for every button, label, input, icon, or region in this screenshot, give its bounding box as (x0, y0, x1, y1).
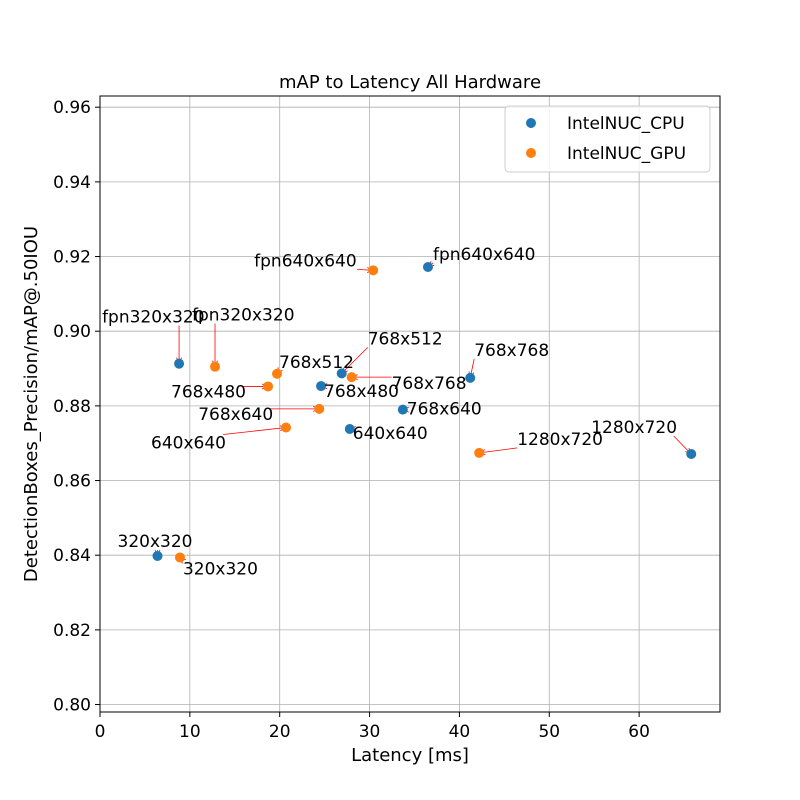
point-annotation-label: 1280x720 (517, 430, 603, 450)
axis-ticks: 0 10 20 30 40 50 60 0.80 0.82 0.84 0.86 0.88 0.90 0.9… (53, 98, 650, 742)
data-point (281, 422, 291, 433)
x-tick-label: 60 (628, 722, 650, 742)
data-point (474, 447, 485, 458)
point-annotation-label: fpn640x640 (433, 245, 536, 265)
point-annotation-label: 768x640 (198, 405, 273, 425)
data-point (174, 358, 185, 369)
point-annotation-label: 768x768 (392, 374, 467, 394)
grid-lines (99, 96, 720, 712)
point-annotation-label: 640x640 (353, 424, 428, 444)
data-point (263, 381, 274, 392)
y-tick-label: 0.86 (53, 472, 91, 492)
point-annotation-label: 768x512 (368, 329, 443, 349)
point-annotation-label: fpn320x320 (102, 308, 205, 328)
data-point (344, 424, 355, 435)
plot-frame (99, 95, 721, 713)
legend: IntelNUC_CPU IntelNUC_GPU (504, 105, 711, 173)
legend-marker-intelnuc-gpu (526, 148, 536, 158)
y-tick-label: 0.94 (53, 173, 91, 193)
x-tick-label: 50 (538, 722, 560, 742)
y-tick-label: 0.88 (53, 397, 91, 417)
point-annotation-label: 320x320 (183, 559, 258, 579)
data-point (336, 368, 347, 379)
data-point (422, 261, 433, 272)
x-tick-label: 10 (179, 722, 201, 742)
x-tick-label: 30 (359, 722, 381, 742)
annotation-arrow (479, 447, 518, 454)
point-annotation-label: 640x640 (151, 434, 226, 454)
point-annotation-label: 768x480 (171, 382, 246, 402)
y-tick-label: 0.92 (53, 248, 91, 268)
point-annotation-label: 768x640 (407, 400, 482, 420)
data-point (152, 550, 163, 561)
point-annotation-label: fpn320x320 (192, 306, 295, 326)
data-point (210, 361, 221, 372)
point-annotation-label: 768x512 (279, 353, 354, 373)
point-annotation-label: 1280x720 (591, 418, 677, 438)
data-point (272, 368, 283, 379)
data-point (316, 381, 327, 392)
chart-title: mAP to Latency All Hardware (279, 72, 541, 93)
annotation-arrow (223, 427, 287, 435)
data-point (368, 265, 379, 276)
data-point (397, 404, 408, 415)
data-point (174, 552, 185, 563)
y-tick-label: 0.90 (53, 322, 91, 342)
annotation-arrow (341, 347, 368, 374)
x-tick-label: 20 (269, 722, 291, 742)
legend-label-intelnuc-gpu: IntelNUC_GPU (567, 144, 686, 164)
x-axis-label: Latency [ms] (351, 745, 469, 766)
point-annotation-label: 320x320 (118, 532, 193, 552)
x-tick-label: 0 (95, 722, 106, 742)
data-points (152, 261, 697, 563)
annotation-labels: fpn320x320 fpn640x640 320x320 768x512 768x48… (102, 245, 677, 579)
legend-box (504, 105, 711, 173)
x-tick-label: 40 (449, 722, 471, 742)
data-point (686, 449, 697, 460)
point-annotation-label: fpn640x640 (254, 251, 357, 271)
y-tick-label: 0.96 (53, 98, 91, 118)
y-tick-label: 0.80 (53, 696, 91, 716)
data-point (314, 403, 325, 414)
data-point (465, 372, 476, 383)
y-tick-label: 0.82 (53, 621, 91, 641)
point-annotation-label: 768x480 (324, 382, 399, 402)
legend-label-intelnuc-cpu: IntelNUC_CPU (567, 114, 685, 134)
y-axis-label: DetectionBoxes_Precision/mAP@.50IOU (21, 226, 42, 582)
point-annotation-label: 768x768 (474, 341, 549, 361)
y-tick-label: 0.84 (53, 546, 91, 566)
legend-marker-intelnuc-cpu (526, 118, 536, 128)
data-point (346, 372, 357, 383)
